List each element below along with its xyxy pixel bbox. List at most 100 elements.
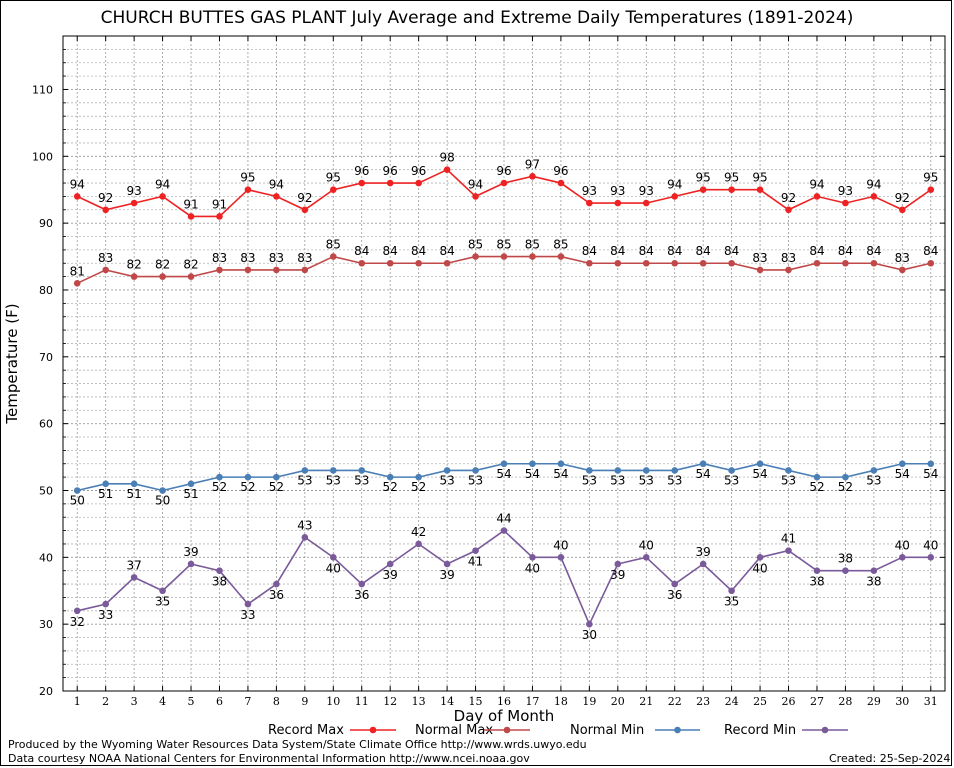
data-point bbox=[358, 259, 366, 267]
data-point bbox=[870, 467, 878, 474]
data-label: 92 bbox=[297, 191, 312, 205]
data-point bbox=[813, 567, 821, 574]
data-label: 51 bbox=[183, 487, 198, 501]
data-point bbox=[187, 273, 195, 280]
data-label: 84 bbox=[411, 244, 426, 258]
data-point bbox=[415, 179, 422, 187]
data-label: 54 bbox=[496, 467, 511, 481]
data-point bbox=[728, 587, 735, 595]
data-point bbox=[159, 587, 166, 595]
data-label: 94 bbox=[269, 177, 284, 191]
data-point bbox=[785, 266, 792, 274]
data-point bbox=[443, 560, 451, 568]
data-label: 82 bbox=[126, 258, 141, 272]
data-label: 93 bbox=[126, 184, 141, 198]
data-label: 96 bbox=[496, 164, 511, 178]
data-point bbox=[728, 186, 735, 194]
data-label: 83 bbox=[98, 251, 113, 265]
data-point bbox=[557, 179, 565, 187]
footer-data-courtesy: Data courtesy NOAA National Centers for … bbox=[8, 752, 530, 765]
data-point bbox=[842, 259, 849, 267]
data-label: 30 bbox=[582, 628, 597, 642]
data-point bbox=[216, 567, 223, 574]
data-label: 84 bbox=[610, 244, 625, 258]
data-label: 82 bbox=[183, 258, 198, 272]
data-point bbox=[273, 580, 280, 588]
series-normal-max: 81 83 82 82 82 83 83 83 83 85 84 84 84 84 85 85 85 85 84 84… bbox=[70, 238, 938, 287]
x-tick-label: 2 bbox=[102, 695, 109, 708]
data-point bbox=[216, 266, 223, 274]
data-point bbox=[671, 580, 679, 588]
data-label: 54 bbox=[525, 467, 540, 481]
data-label: 53 bbox=[439, 473, 454, 487]
x-tick-label: 11 bbox=[355, 695, 369, 708]
x-tick-label: 13 bbox=[412, 695, 426, 708]
data-point bbox=[472, 253, 479, 260]
legend-marker bbox=[369, 726, 377, 734]
data-label: 84 bbox=[838, 244, 853, 258]
data-point bbox=[899, 206, 906, 214]
data-point bbox=[642, 554, 650, 561]
data-label: 35 bbox=[155, 595, 170, 609]
data-point bbox=[842, 567, 849, 574]
data-label: 84 bbox=[724, 244, 739, 258]
y-axis: 20 30 40 50 60 70 80 90 100 110 bbox=[32, 48, 945, 698]
data-label: 53 bbox=[866, 473, 881, 487]
data-label: 54 bbox=[895, 467, 910, 481]
gridlines bbox=[63, 36, 945, 691]
data-point bbox=[130, 199, 138, 207]
data-label: 83 bbox=[212, 251, 227, 265]
data-label: 84 bbox=[383, 244, 398, 258]
data-label: 37 bbox=[126, 558, 141, 572]
data-point bbox=[813, 193, 821, 200]
x-tick-label: 14 bbox=[440, 695, 454, 708]
data-label: 35 bbox=[724, 595, 739, 609]
x-tick-label: 3 bbox=[131, 695, 138, 708]
data-label: 54 bbox=[923, 467, 938, 481]
data-point bbox=[102, 206, 109, 214]
data-point bbox=[415, 473, 422, 481]
data-point bbox=[671, 259, 679, 267]
data-label: 97 bbox=[525, 157, 540, 171]
x-axis-label: Day of Month bbox=[454, 707, 555, 725]
data-point bbox=[102, 480, 109, 488]
x-tick-label: 29 bbox=[867, 695, 881, 708]
data-point bbox=[415, 540, 422, 548]
data-label: 52 bbox=[383, 480, 398, 494]
data-label: 95 bbox=[724, 171, 739, 185]
x-tick-label: 27 bbox=[810, 695, 824, 708]
y-tick-label: 90 bbox=[39, 217, 53, 230]
data-point bbox=[216, 213, 223, 220]
legend: Record Max Normal Max Normal Min Record Min bbox=[268, 723, 848, 738]
data-point bbox=[130, 480, 138, 488]
data-label: 52 bbox=[212, 480, 227, 494]
x-tick-label: 15 bbox=[469, 695, 483, 708]
data-point bbox=[329, 467, 337, 474]
data-point bbox=[529, 460, 536, 468]
data-point bbox=[756, 460, 764, 468]
data-label: 94 bbox=[70, 177, 85, 191]
data-label: 83 bbox=[240, 251, 255, 265]
series-normal-min: 50 51 51 50 51 52 52 52 53 53 53 52 52 53 53 54 54 54 53 53… bbox=[70, 460, 938, 507]
x-tick-label: 4 bbox=[159, 695, 166, 708]
data-label: 33 bbox=[240, 608, 255, 622]
data-label: 91 bbox=[183, 197, 198, 211]
data-point bbox=[73, 487, 81, 494]
data-label: 95 bbox=[752, 171, 767, 185]
data-label: 84 bbox=[582, 244, 597, 258]
data-point bbox=[73, 607, 81, 615]
data-point bbox=[386, 473, 394, 481]
data-point bbox=[244, 473, 252, 481]
data-label: 93 bbox=[610, 184, 625, 198]
data-point bbox=[586, 620, 593, 628]
data-point bbox=[899, 266, 906, 274]
x-tick-label: 24 bbox=[725, 695, 739, 708]
data-label: 52 bbox=[838, 480, 853, 494]
x-tick-label: 22 bbox=[668, 695, 682, 708]
x-tick-label: 18 bbox=[554, 695, 568, 708]
data-point bbox=[699, 560, 707, 568]
data-label: 85 bbox=[525, 238, 540, 252]
data-point bbox=[73, 279, 81, 287]
